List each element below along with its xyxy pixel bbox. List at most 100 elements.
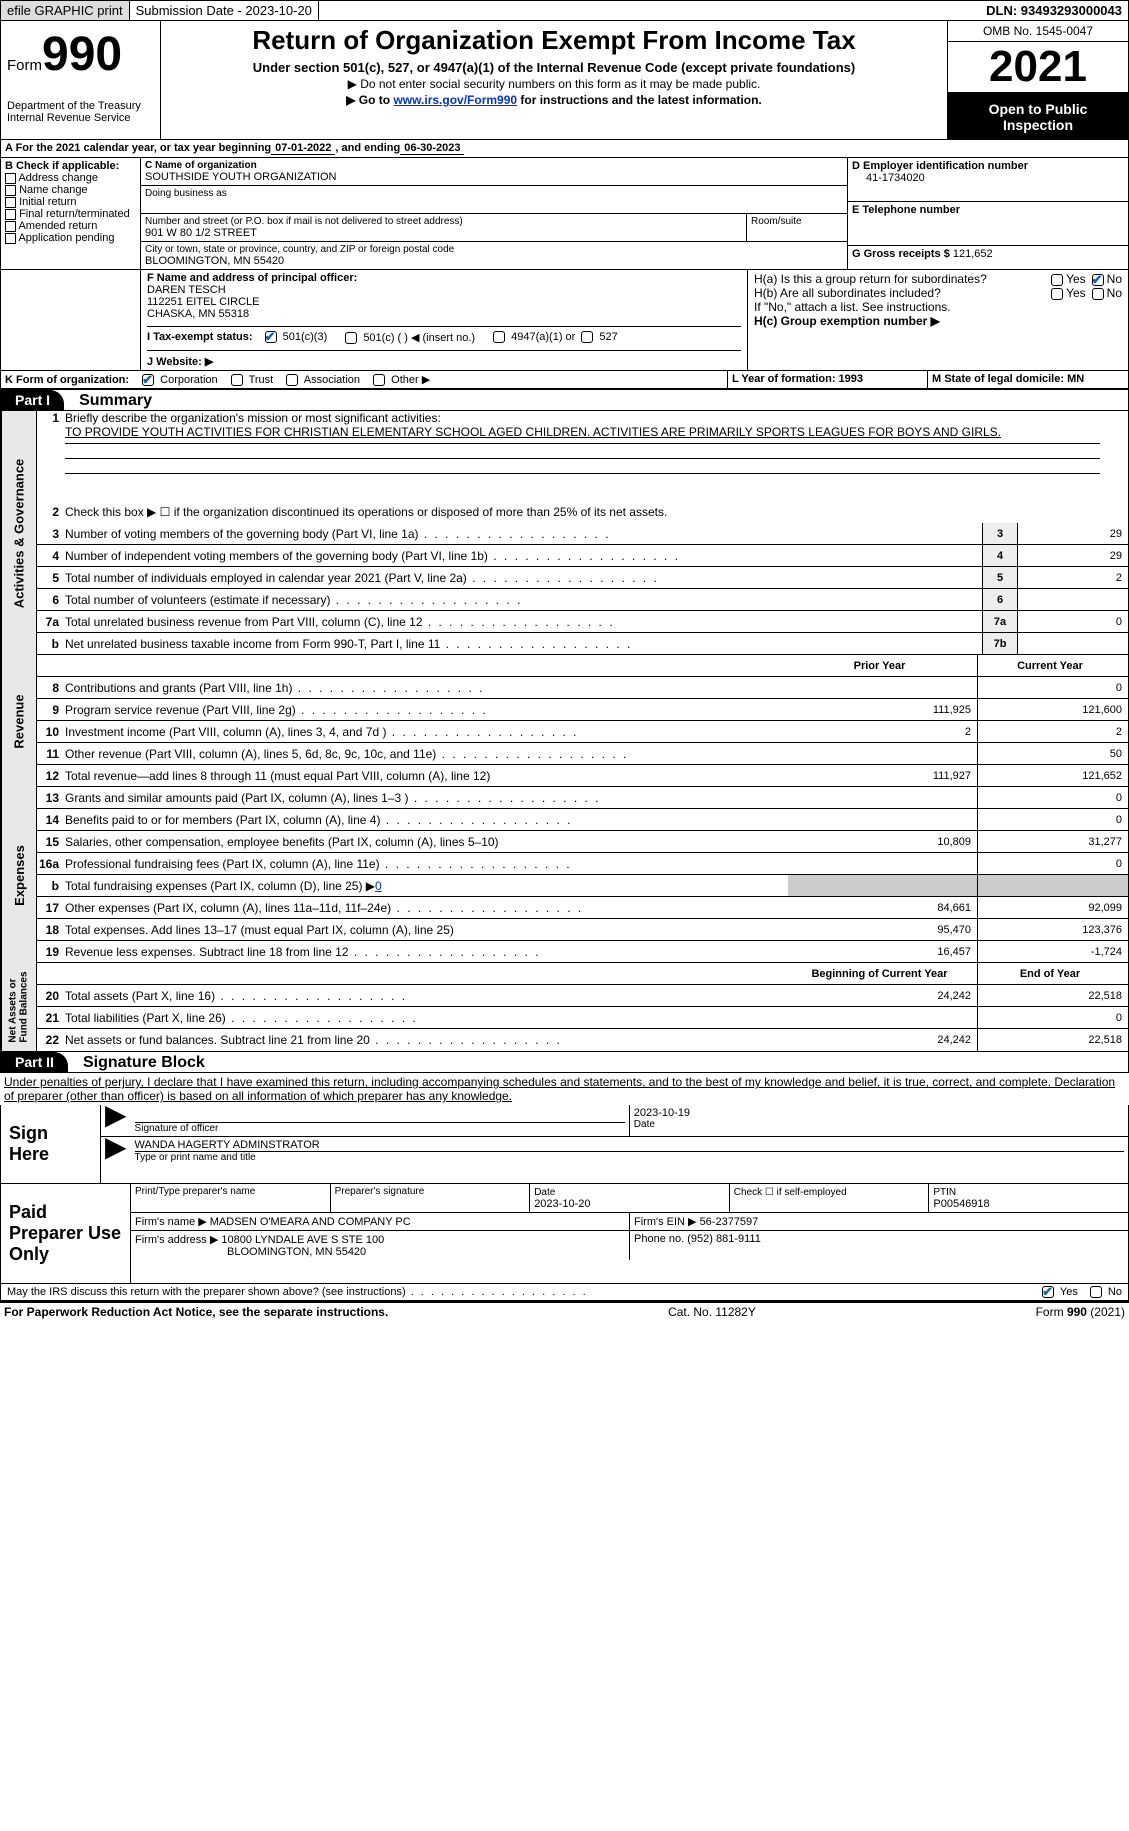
line18-t: Total expenses. Add lines 13–17 (must eq…: [65, 923, 788, 937]
perjury-statement: Under penalties of perjury, I declare th…: [0, 1073, 1129, 1105]
line21-t: Total liabilities (Part X, line 26): [65, 1011, 788, 1025]
hb-no[interactable]: No: [1092, 286, 1122, 300]
discuss-no[interactable]: No: [1090, 1286, 1122, 1298]
part1-header: Part I Summary: [0, 390, 1129, 411]
phone: (952) 881-9111: [687, 1233, 761, 1245]
side-net-assets: Net Assets orFund Balances: [8, 972, 30, 1043]
line9-t: Program service revenue (Part VIII, line…: [65, 703, 788, 717]
sign-here-block: Sign Here ▶ Signature of officer 2023-10…: [0, 1105, 1129, 1184]
line10-p: 2: [788, 721, 978, 742]
ein-lbl: D Employer identification number: [852, 160, 1124, 172]
line10-t: Investment income (Part VIII, column (A)…: [65, 725, 788, 739]
discuss-yes[interactable]: Yes: [1042, 1286, 1078, 1298]
dln: DLN: 93493293000043: [980, 1, 1128, 20]
check-app-pending[interactable]: Application pending: [5, 232, 136, 244]
end-year-hdr: End of Year: [978, 963, 1128, 984]
tax-year: 2021: [948, 42, 1128, 95]
check-527[interactable]: 527: [581, 331, 617, 344]
line14-t: Benefits paid to or for members (Part IX…: [65, 813, 788, 827]
check-other[interactable]: Other ▶: [373, 374, 430, 386]
side-activities: Activities & Governance: [12, 458, 27, 608]
box-b-header: B Check if applicable:: [5, 160, 136, 172]
firm-ein: 56-2377597: [700, 1216, 759, 1228]
firm-ein-lbl: Firm's EIN ▶: [634, 1216, 697, 1228]
mission-text: TO PROVIDE YOUTH ACTIVITIES FOR CHRISTIA…: [37, 425, 1128, 439]
sig-officer-lbl: Signature of officer: [135, 1123, 625, 1134]
form-org-row: K Form of organization: Corporation Trus…: [0, 371, 1129, 390]
form-header: Form990 Department of the Treasury Inter…: [0, 21, 1129, 140]
line14-c: 0: [978, 809, 1128, 830]
check-trust[interactable]: Trust: [231, 374, 274, 386]
line8-t: Contributions and grants (Part VIII, lin…: [65, 681, 788, 695]
entity-block: B Check if applicable: Address change Na…: [0, 158, 1129, 270]
check-initial-return[interactable]: Initial return: [5, 196, 136, 208]
begin-year-hdr: Beginning of Current Year: [788, 963, 978, 984]
line20-p: 24,242: [788, 985, 978, 1006]
line8-c: 0: [978, 677, 1128, 698]
city-lbl: City or town, state or province, country…: [145, 244, 843, 255]
line2: Check this box ▶ ☐ if the organization d…: [65, 505, 1128, 519]
room-lbl: Room/suite: [751, 216, 843, 227]
line5-t: Total number of individuals employed in …: [65, 571, 982, 585]
dba-lbl: Doing business as: [145, 188, 843, 199]
efile-print-button[interactable]: efile GRAPHIC print: [1, 1, 130, 20]
firm-addr-lbl: Firm's address ▶: [135, 1234, 218, 1246]
form-label: Form990: [7, 27, 154, 82]
sign-here-lbl: Sign Here: [1, 1105, 101, 1183]
check-501c3[interactable]: 501(c)(3): [265, 331, 328, 344]
line12-c: 121,652: [978, 765, 1128, 786]
check-amended[interactable]: Amended return: [5, 220, 136, 232]
check-4947[interactable]: 4947(a)(1) or: [493, 331, 575, 344]
hb-yes[interactable]: Yes: [1051, 286, 1086, 300]
footer-right: Form 990 (2021): [1036, 1305, 1125, 1319]
check-assoc[interactable]: Association: [286, 374, 360, 386]
line3-t: Number of voting members of the governin…: [65, 527, 982, 541]
line10-c: 2: [978, 721, 1128, 742]
officer-group-block: F Name and address of principal officer:…: [0, 270, 1129, 371]
check-final-return[interactable]: Final return/terminated: [5, 208, 136, 220]
firm-name: MADSEN O'MEARA AND COMPANY PC: [210, 1216, 411, 1228]
line11-c: 50: [978, 743, 1128, 764]
line22-p: 24,242: [788, 1029, 978, 1051]
line12-t: Total revenue—add lines 8 through 11 (mu…: [65, 769, 788, 783]
ha-no[interactable]: No: [1092, 272, 1122, 286]
arrow-icon: ▶: [101, 1137, 131, 1169]
check-name-change[interactable]: Name change: [5, 184, 136, 196]
line13-t: Grants and similar amounts paid (Part IX…: [65, 791, 788, 805]
ha-yes[interactable]: Yes: [1051, 272, 1086, 286]
line9-p: 111,925: [788, 699, 978, 720]
line22-c: 22,518: [978, 1029, 1128, 1051]
gross-lbl: G Gross receipts $: [852, 248, 950, 260]
sig-name: WANDA HAGERTY ADMINSTRATOR: [135, 1139, 1124, 1152]
line4-t: Number of independent voting members of …: [65, 549, 982, 563]
submission-date: Submission Date - 2023-10-20: [130, 1, 319, 20]
street-lbl: Number and street (or P.O. box if mail i…: [145, 216, 742, 227]
current-year-hdr: Current Year: [978, 655, 1128, 676]
line11-t: Other revenue (Part VIII, column (A), li…: [65, 747, 788, 761]
line11-p: [788, 743, 978, 764]
form-org-lbl: K Form of organization:: [5, 374, 129, 386]
irs-link[interactable]: www.irs.gov/Form990: [393, 93, 517, 107]
line21-p: [788, 1007, 978, 1028]
form-title: Return of Organization Exempt From Incom…: [169, 25, 939, 56]
line19-t: Revenue less expenses. Subtract line 18 …: [65, 945, 788, 959]
summary-block: Activities & Governance 1Briefly describ…: [0, 411, 1129, 1052]
ein: 41-1734020: [852, 172, 1124, 184]
check-corp[interactable]: Corporation: [142, 374, 218, 386]
line18-c: 123,376: [978, 919, 1128, 940]
subs-lbl: H(b) Are all subordinates included?: [754, 286, 1051, 300]
street: 901 W 80 1/2 STREET: [145, 227, 742, 239]
check-address-change[interactable]: Address change: [5, 172, 136, 184]
line16a-t: Professional fundraising fees (Part IX, …: [65, 857, 788, 871]
prep-date-lbl: Date: [534, 1187, 555, 1198]
prep-date: 2023-10-20: [534, 1198, 590, 1210]
line13-c: 0: [978, 787, 1128, 808]
part2-header: Part II Signature Block: [0, 1052, 1129, 1073]
line12-p: 111,927: [788, 765, 978, 786]
line17-t: Other expenses (Part IX, column (A), lin…: [65, 901, 788, 915]
top-toolbar: efile GRAPHIC print Submission Date - 20…: [0, 0, 1129, 21]
line19-p: 16,457: [788, 941, 978, 962]
line21-c: 0: [978, 1007, 1128, 1028]
check-501c[interactable]: 501(c) ( ) ◀ (insert no.): [345, 331, 475, 344]
line22-t: Net assets or fund balances. Subtract li…: [65, 1033, 788, 1047]
